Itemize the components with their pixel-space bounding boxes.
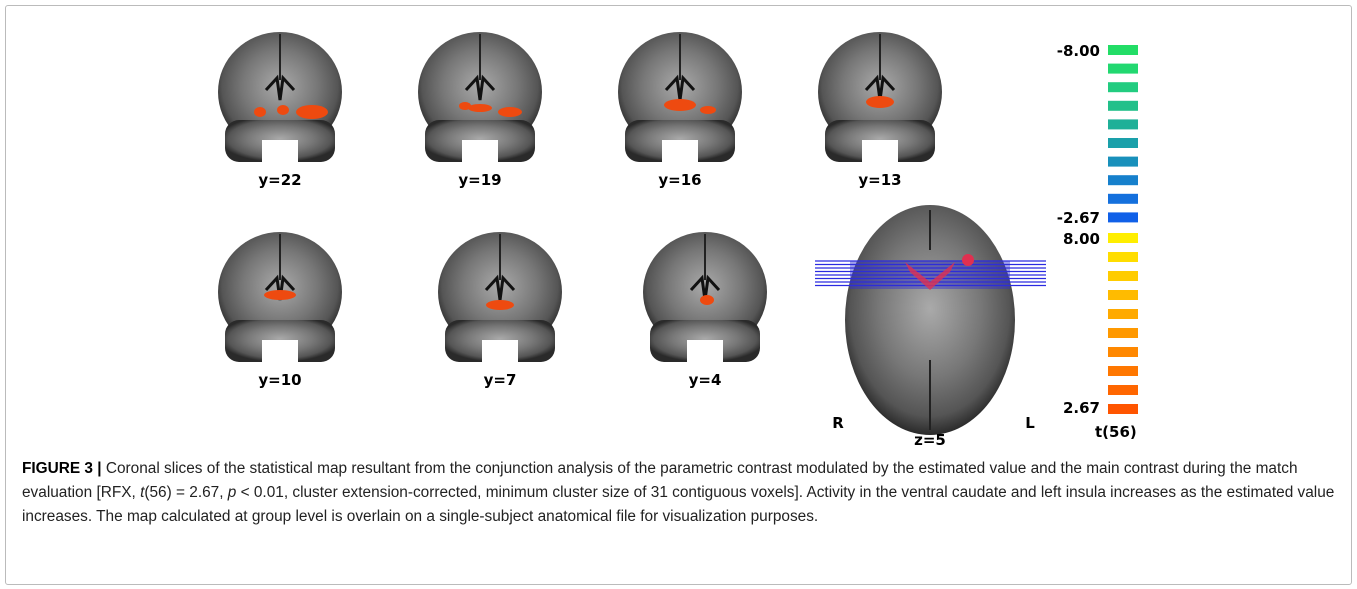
slice-label: y=19 xyxy=(458,171,501,189)
activation xyxy=(486,300,514,310)
colorbar-block xyxy=(1108,309,1138,319)
colorbar-block xyxy=(1108,119,1138,129)
colorbar-block xyxy=(1108,328,1138,338)
neck-gap xyxy=(262,140,298,164)
neck-gap xyxy=(262,340,298,364)
coronal-slice xyxy=(618,32,742,164)
colorbar-block xyxy=(1108,175,1138,185)
colorbar-block xyxy=(1108,82,1138,92)
slice-label: y=7 xyxy=(484,371,517,389)
coronal-slice xyxy=(418,32,542,164)
colorbar-label: 8.00 xyxy=(1063,230,1100,248)
slice-label: y=13 xyxy=(858,171,901,189)
colorbar-block xyxy=(1108,385,1138,395)
activation xyxy=(264,290,296,300)
colorbar-block xyxy=(1108,404,1138,414)
activation xyxy=(700,106,716,114)
colorbar-block xyxy=(1108,271,1138,281)
activation xyxy=(459,102,471,110)
colorbar-label: -8.00 xyxy=(1057,42,1100,60)
activation xyxy=(700,295,714,305)
coronal-slice xyxy=(438,232,562,364)
neck-gap xyxy=(482,340,518,364)
neck-gap xyxy=(687,340,723,364)
activation xyxy=(866,96,894,108)
coronal-slice xyxy=(218,32,342,164)
colorbar-label: -2.67 xyxy=(1057,209,1100,227)
colorbar-block xyxy=(1108,194,1138,204)
activation xyxy=(468,104,492,112)
activation xyxy=(254,107,266,117)
slice-label: y=4 xyxy=(689,371,722,389)
coronal-slice xyxy=(818,32,942,164)
colorbar-block xyxy=(1108,347,1138,357)
caption: FIGURE 3 | Coronal slices of the statist… xyxy=(22,457,1340,529)
orientation-left: L xyxy=(1025,414,1035,432)
activation xyxy=(498,107,522,117)
colorbar-block xyxy=(1108,64,1138,74)
colorbar-block xyxy=(1108,252,1138,262)
slice-label: y=10 xyxy=(258,371,301,389)
colorbar-block xyxy=(1108,157,1138,167)
caption-text: (56) = 2.67, xyxy=(144,484,227,501)
activation xyxy=(664,99,696,111)
neck-gap xyxy=(462,140,498,164)
orientation-right: R xyxy=(832,414,844,432)
colorbar-block xyxy=(1108,290,1138,300)
colorbar-block xyxy=(1108,366,1138,376)
caption-label: FIGURE 3 | xyxy=(22,460,102,477)
colorbar-label: 2.67 xyxy=(1063,399,1100,417)
slice-label: y=16 xyxy=(658,171,701,189)
coronal-slice xyxy=(218,232,342,364)
colorbar-block xyxy=(1108,45,1138,55)
coronal-slice xyxy=(643,232,767,364)
neck-gap xyxy=(862,140,898,164)
colorbar-block xyxy=(1108,233,1138,243)
activation xyxy=(962,254,974,266)
colorbar-block xyxy=(1108,138,1138,148)
colorbar-block xyxy=(1108,101,1138,111)
colorbar-block xyxy=(1108,212,1138,222)
axial-label: z=5 xyxy=(914,431,946,449)
activation xyxy=(277,105,289,115)
figure: y=22 y=19 y=16 y=13 y=10 y=7 y=4 z=5 R L -8.00 -2.6… xyxy=(0,0,1357,450)
colorbar-title: t(56) xyxy=(1095,423,1137,441)
slice-label: y=22 xyxy=(258,171,301,189)
activation xyxy=(296,105,328,119)
neck-gap xyxy=(662,140,698,164)
